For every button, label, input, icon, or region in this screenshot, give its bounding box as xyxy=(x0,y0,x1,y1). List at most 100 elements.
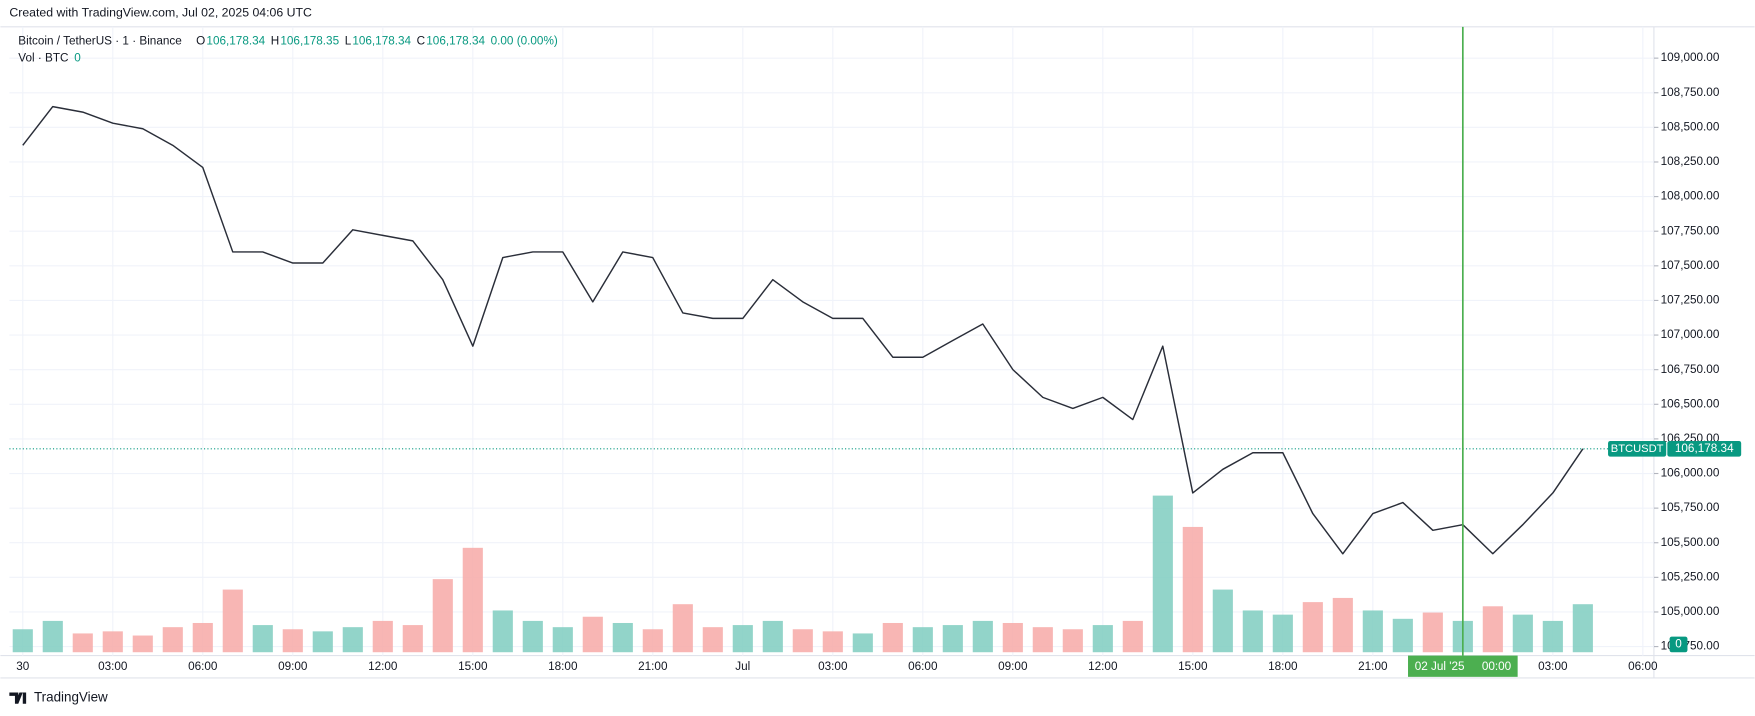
volume-bar xyxy=(1062,629,1083,653)
volume-axis-box xyxy=(1669,636,1688,653)
x-tick-label: 30 xyxy=(16,660,30,673)
volume-bar xyxy=(372,620,393,653)
y-tick-label: 105,750.00 xyxy=(1661,501,1720,514)
volume-bar xyxy=(42,620,63,653)
volume-bar xyxy=(1122,620,1143,653)
volume-bar xyxy=(312,631,333,653)
y-tick-label: 104,750.00 xyxy=(1661,640,1720,653)
y-tick-label: 105,250.00 xyxy=(1661,570,1720,583)
x-tick-label: 03:00 xyxy=(818,660,848,673)
y-tick-label: 106,500.00 xyxy=(1661,397,1720,410)
y-tick-label: 108,250.00 xyxy=(1661,155,1720,168)
volume-bar xyxy=(402,625,423,653)
volume-bar xyxy=(552,627,573,653)
volume-bar xyxy=(852,633,873,653)
y-tick-label: 109,000.00 xyxy=(1661,51,1720,64)
y-tick-label: 105,000.00 xyxy=(1661,605,1720,618)
volume-bars xyxy=(12,495,1593,653)
volume-bar xyxy=(342,627,363,653)
volume-bar xyxy=(462,547,483,653)
volume-bar xyxy=(1272,614,1293,653)
y-tick-label: 107,000.00 xyxy=(1661,328,1720,341)
crosshair-date: 02 Jul '25 xyxy=(1415,660,1465,673)
y-tick-label: 105,500.00 xyxy=(1661,536,1720,549)
legend: Bitcoin / TetherUS · 1 · Binance Vol · B… xyxy=(18,34,558,64)
symbol-box xyxy=(1608,440,1667,457)
volume-bar xyxy=(1302,602,1323,653)
volume-bar xyxy=(882,622,903,653)
volume-bar xyxy=(972,620,993,653)
volume-bar xyxy=(1392,618,1413,653)
volume-axis-label: 0 xyxy=(1675,637,1682,650)
x-tick-label: Jul xyxy=(735,660,750,673)
price-line xyxy=(22,105,1584,555)
volume-bar xyxy=(132,635,153,653)
y-tick-label: 106,750.00 xyxy=(1661,363,1720,376)
y-tick-label: 108,500.00 xyxy=(1661,120,1720,133)
y-tick-label: 107,250.00 xyxy=(1661,294,1720,307)
change: 0.00 (0.00%) xyxy=(491,34,558,47)
volume-bar xyxy=(252,625,273,653)
x-tick-label: 18:00 xyxy=(1268,660,1298,673)
x-tick-label: 03:00 xyxy=(98,660,128,673)
x-tick-label: 06:00 xyxy=(908,660,938,673)
volume-bar xyxy=(1362,610,1383,653)
ohlc-key: O xyxy=(196,34,205,47)
crosshair-time: 00:00 xyxy=(1482,660,1512,673)
volume-bar xyxy=(1422,612,1443,653)
x-tick-label: 06:00 xyxy=(188,660,218,673)
x-tick-label: 12:00 xyxy=(368,660,398,673)
volume-bar xyxy=(642,629,663,653)
x-tick-label: 21:00 xyxy=(1358,660,1388,673)
volume-bar xyxy=(1032,627,1053,653)
crosshair-box xyxy=(1408,655,1518,677)
x-tick-label: 15:00 xyxy=(458,660,488,673)
ohlc-value: 106,178.34 xyxy=(352,34,411,47)
grid xyxy=(9,26,1659,656)
volume-bar xyxy=(672,604,693,653)
brand-name: TradingView xyxy=(34,690,108,705)
volume-bar xyxy=(162,627,183,653)
volume-bar xyxy=(942,625,963,653)
x-tick-label: 09:00 xyxy=(278,660,308,673)
volume-bar xyxy=(1212,589,1233,653)
volume-bar xyxy=(582,616,603,653)
y-tick-label: 107,500.00 xyxy=(1661,259,1720,272)
ohlc-value: 106,178.35 xyxy=(280,34,339,47)
volume-bar xyxy=(1152,495,1173,653)
volume-bar xyxy=(222,589,243,653)
ohlc-value: 106,178.34 xyxy=(426,34,485,47)
y-tick-label: 107,750.00 xyxy=(1661,224,1720,237)
volume-bar xyxy=(72,633,93,653)
x-tick-label: 09:00 xyxy=(998,660,1028,673)
volume-bar xyxy=(912,627,933,653)
volume-bar xyxy=(522,620,543,653)
volume-bar xyxy=(102,631,123,653)
volume-bar xyxy=(432,579,453,653)
symbol-title: Bitcoin / TetherUS · 1 · Binance xyxy=(18,34,182,47)
last-price-label: 106,178.34 xyxy=(1675,442,1734,455)
brand-logo xyxy=(9,692,27,704)
volume-bar xyxy=(1482,606,1503,653)
x-tick-label: 06:00 xyxy=(1628,660,1658,673)
volume-bar xyxy=(1182,526,1203,653)
volume-bar xyxy=(1242,610,1263,653)
volume-bar xyxy=(1092,625,1113,653)
volume-bar xyxy=(732,625,753,653)
volume-title: Vol · BTC xyxy=(18,51,69,64)
brand: TradingView xyxy=(9,690,108,705)
volume-bar xyxy=(762,620,783,653)
created-note: Created with TradingView.com, Jul 02, 20… xyxy=(9,6,312,20)
volume-bar xyxy=(492,610,513,653)
volume-bar xyxy=(1002,622,1023,653)
last-price-box xyxy=(1667,440,1742,457)
y-tick-label: 108,000.00 xyxy=(1661,190,1720,203)
volume-bar xyxy=(192,622,213,653)
y-tick-label: 106,000.00 xyxy=(1661,467,1720,480)
x-tick-label: 18:00 xyxy=(548,660,578,673)
x-tick-label: 03:00 xyxy=(1538,660,1568,673)
volume-value: 0 xyxy=(74,51,81,64)
x-tick-label: 15:00 xyxy=(1178,660,1208,673)
